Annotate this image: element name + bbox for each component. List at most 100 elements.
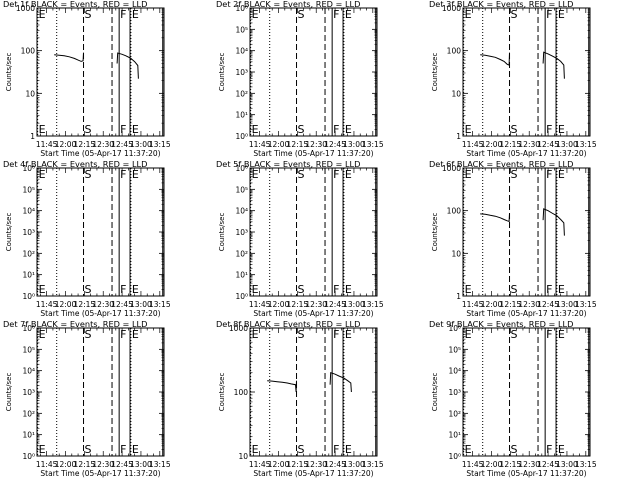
y-tick-label: 10³ <box>448 388 461 397</box>
y-tick-label: 10⁵ <box>448 345 461 354</box>
x-tick-label: 12:00 <box>481 140 503 149</box>
y-tick-label: 10⁰ <box>235 132 248 141</box>
x-tick-label: 11:45 <box>249 140 271 149</box>
event-marker-label: E <box>345 123 352 136</box>
event-marker-label: E <box>252 168 259 181</box>
x-axis-title: Start Time (05-Apr-17 11:37:20) <box>40 309 160 318</box>
y-tick-label: 10 <box>451 249 461 258</box>
x-tick-label: 12:00 <box>268 300 290 309</box>
x-tick-label: 13:15 <box>362 460 384 469</box>
y-tick-label: 10⁴ <box>235 47 248 56</box>
x-tick-label: 12:00 <box>55 460 77 469</box>
x-tick-label: 13:15 <box>362 300 384 309</box>
x-tick-label: 12:15 <box>500 300 522 309</box>
x-axis-title: Start Time (05-Apr-17 11:37:20) <box>253 469 373 478</box>
event-marker-label: S <box>85 168 92 181</box>
y-tick-label: 10⁵ <box>235 25 248 34</box>
event-marker-label: E <box>132 168 139 181</box>
x-tick-label: 12:15 <box>287 300 309 309</box>
detector-panel: Det 2f BLACK = Events, RED = LLD 10⁰ 10¹ 10… <box>216 0 384 158</box>
plot-frame <box>462 327 591 457</box>
y-tick-label: 10 <box>238 452 248 461</box>
x-tick-label: 13:15 <box>149 300 171 309</box>
event-marker-label: F <box>120 123 126 136</box>
y-axis-title: Counts/sec <box>218 213 226 252</box>
x-tick-label: 12:00 <box>268 140 290 149</box>
event-marker-label: F <box>333 123 339 136</box>
x-tick-label: 12:30 <box>305 140 327 149</box>
y-axis-title: Counts/sec <box>431 213 439 252</box>
detector-panel: Det 7f BLACK = Events, RED = LLD 10⁰ 10¹ 10… <box>3 319 171 478</box>
x-tick-label: 12:15 <box>74 140 96 149</box>
x-tick-label: 13:15 <box>575 300 597 309</box>
panel-title: Det 5f BLACK = Events, RED = LLD <box>216 159 360 169</box>
detector-panel: Det 6f BLACK = Events, RED = LLD 1 10 100 10… <box>429 159 597 318</box>
event-marker-label: F <box>333 328 339 341</box>
event-marker-label: S <box>298 283 305 296</box>
x-tick-label: 13:15 <box>575 460 597 469</box>
detector-panel: Det 3f BLACK = Events, RED = LLD 1 10 100 10… <box>429 0 597 158</box>
event-marker-label: E <box>465 168 472 181</box>
x-tick-label: 12:45 <box>537 460 559 469</box>
x-tick-label: 13:00 <box>130 140 152 149</box>
y-axis-title: Counts/sec <box>218 53 226 92</box>
x-axis-title: Start Time (05-Apr-17 11:37:20) <box>466 309 586 318</box>
event-marker-label: F <box>120 443 126 456</box>
x-tick-label: 12:30 <box>518 140 540 149</box>
series-line <box>54 52 84 62</box>
x-tick-label: 12:30 <box>92 140 114 149</box>
y-tick-label: 10⁵ <box>22 185 35 194</box>
y-tick-label: 100 <box>21 47 36 56</box>
event-marker-label: S <box>298 123 305 136</box>
x-axis-title: Start Time (05-Apr-17 11:37:20) <box>40 149 160 158</box>
x-axis-title: Start Time (05-Apr-17 11:37:20) <box>253 309 373 318</box>
x-tick-label: 13:00 <box>556 140 578 149</box>
series-line <box>542 208 565 236</box>
x-axis-title: Start Time (05-Apr-17 11:37:20) <box>40 469 160 478</box>
event-marker-label: E <box>345 328 352 341</box>
x-tick-label: 11:45 <box>249 460 271 469</box>
event-marker-label: S <box>511 123 518 136</box>
x-tick-label: 11:45 <box>462 300 484 309</box>
event-marker-label: S <box>85 443 92 456</box>
x-tick-label: 12:00 <box>55 140 77 149</box>
x-tick-label: 12:15 <box>500 140 522 149</box>
event-marker-label: S <box>298 328 305 341</box>
plot-frame <box>36 327 165 457</box>
event-marker-label: E <box>345 168 352 181</box>
x-tick-label: 13:00 <box>130 460 152 469</box>
event-marker-label: E <box>558 123 565 136</box>
x-tick-label: 12:15 <box>500 460 522 469</box>
x-tick-label: 12:45 <box>324 300 346 309</box>
event-marker-label: E <box>465 8 472 21</box>
y-tick-label: 10¹ <box>235 111 248 120</box>
panel-title: Det 8f BLACK = Events, RED = LLD <box>216 319 360 329</box>
x-tick-label: 13:00 <box>343 300 365 309</box>
event-marker-label: F <box>333 168 339 181</box>
event-marker-label: E <box>465 328 472 341</box>
x-axis-title: Start Time (05-Apr-17 11:37:20) <box>253 149 373 158</box>
event-marker-label: F <box>120 328 126 341</box>
event-marker-label: F <box>333 283 339 296</box>
event-marker-label: S <box>85 283 92 296</box>
series-line <box>542 51 565 79</box>
series-line <box>267 380 297 393</box>
x-tick-label: 12:45 <box>111 460 133 469</box>
x-tick-label: 12:45 <box>111 140 133 149</box>
y-axis-title: Counts/sec <box>5 213 13 252</box>
x-tick-label: 12:30 <box>92 460 114 469</box>
panel-title: Det 6f BLACK = Events, RED = LLD <box>429 159 573 169</box>
y-tick-label: 10² <box>235 89 248 98</box>
y-tick-label: 10² <box>235 249 248 258</box>
x-tick-label: 12:30 <box>92 300 114 309</box>
x-tick-label: 13:00 <box>556 300 578 309</box>
x-tick-label: 13:00 <box>130 300 152 309</box>
event-marker-label: S <box>85 123 92 136</box>
y-tick-label: 10⁰ <box>448 452 461 461</box>
y-tick-label: 10¹ <box>235 271 248 280</box>
y-tick-label: 10³ <box>22 228 35 237</box>
x-tick-label: 12:45 <box>537 140 559 149</box>
event-marker-label: S <box>511 168 518 181</box>
detector-panel: Det 4f BLACK = Events, RED = LLD 10⁰ 10¹ 10… <box>3 159 171 318</box>
